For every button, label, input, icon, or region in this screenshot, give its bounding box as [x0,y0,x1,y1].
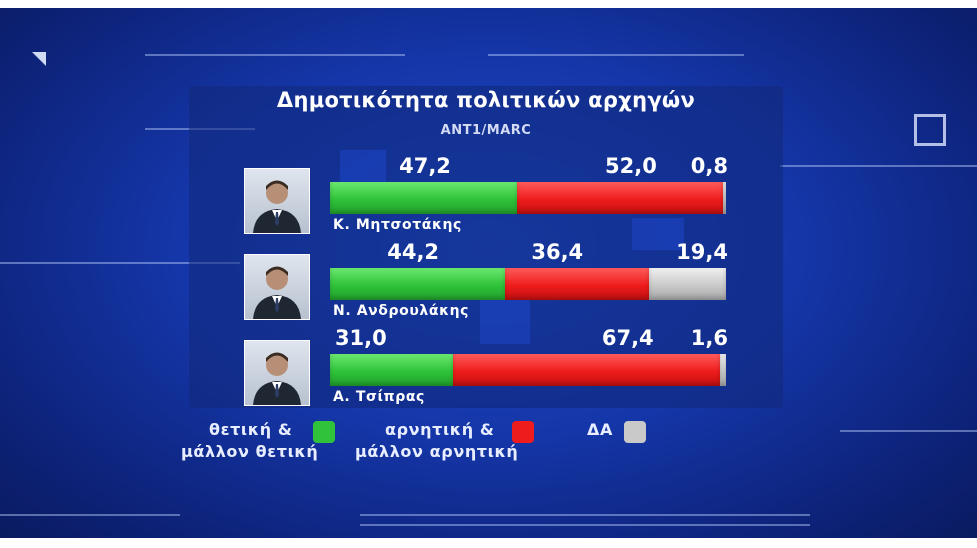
chart-title: Δημοτικότητα πολιτικών αρχηγών [276,88,696,112]
legend-positive-swatch [313,421,335,443]
leader-photo [244,168,310,234]
decor-line [0,262,240,264]
data-label: 52,0 [605,154,657,178]
decor-line [360,514,810,516]
leader-name: Ν. Ανδρουλάκης [333,303,470,319]
decor-line [780,165,977,167]
top-frame [0,0,977,8]
bar-segment-dk [719,354,726,386]
bar-segment-pos [330,182,517,214]
data-label: 44,2 [387,240,440,264]
decor-block [340,150,386,182]
leader-name: Κ. Μητσοτάκης [333,217,462,233]
stacked-bar [330,182,726,214]
decor-line [145,54,405,56]
bar-segment-pos [330,354,453,386]
data-label: 31,0 [334,326,387,350]
leader-photo [244,254,310,320]
square-outline-decoration [914,114,946,146]
legend-dk-swatch [624,421,646,443]
decor-line [360,524,810,526]
legend-negative-label-line2: μάλλον αρνητική [355,442,519,461]
bar-segment-pos [330,268,506,300]
stacked-bar [330,268,726,300]
data-label: 36,4 [531,240,584,264]
legend-negative-label-line1: αρνητική & [385,420,495,439]
bar-segment-dk [649,268,726,300]
bar-segment-neg [505,268,650,300]
data-label: 67,4 [601,326,654,350]
bottom-frame [0,538,977,548]
legend-negative-swatch [512,421,534,443]
stacked-bar [330,354,726,386]
leader-photo [244,340,310,406]
chart-subtitle: ANT1/MARC [440,123,532,138]
bar-segment-neg [516,182,723,214]
corner-triangle-decoration [32,52,46,66]
decor-block [480,300,530,344]
data-label: 1,6 [690,326,728,350]
decor-line [488,54,744,56]
legend-positive-label-line2: μάλλον θετική [181,442,319,461]
bar-segment-dk [722,182,726,214]
decor-line [840,430,977,432]
legend-dk-label: ΔΑ [587,420,613,439]
data-label: 47,2 [399,154,451,178]
data-label: 19,4 [676,240,728,264]
leader-name: Α. Τσίπρας [333,389,425,405]
bar-segment-neg [452,354,720,386]
data-label: 0,8 [690,154,728,178]
legend-positive-label-line1: θετική & [209,420,293,439]
decor-block [632,218,684,250]
decor-line [0,514,180,516]
